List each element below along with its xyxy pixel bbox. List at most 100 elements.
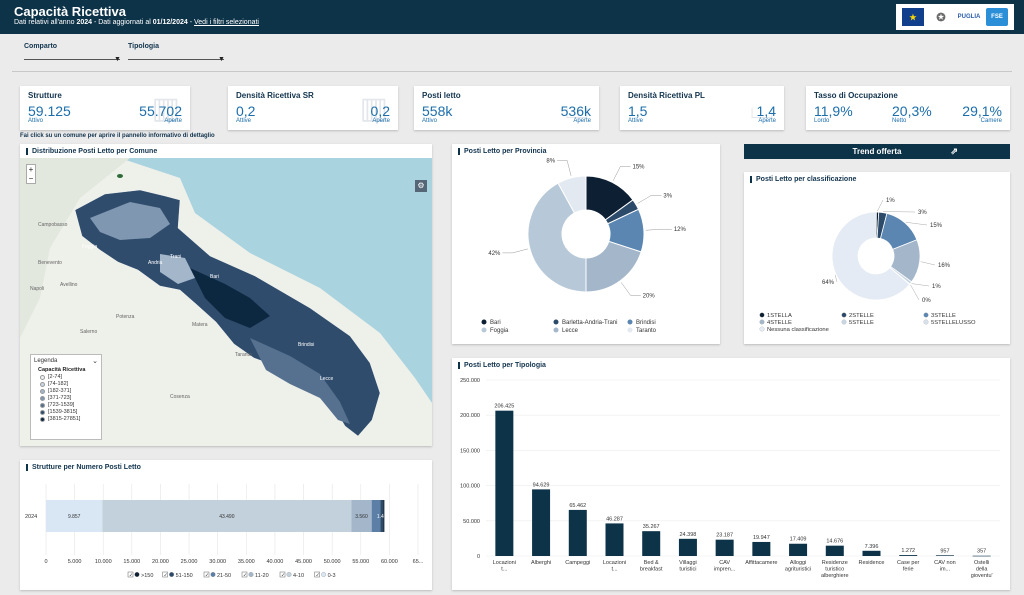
filter-bar: Comparto ▼ Tipologia ▼ (0, 34, 1024, 72)
legend-label: 51-150 (176, 573, 193, 579)
map-svg[interactable]: Campobasso Foggia Benevento Avellino Nap… (20, 158, 432, 446)
checkmark-icon: ✓ (129, 573, 133, 579)
bar-value-label: 35.267 (643, 524, 660, 530)
x-tick-label: 30.000 (209, 559, 226, 565)
legend-checkbox[interactable] (241, 571, 248, 578)
bar-segment-11-20[interactable] (351, 500, 372, 532)
legend-swatch (40, 381, 45, 387)
bar[interactable] (678, 538, 697, 556)
x-tick-label: Case per (897, 560, 919, 566)
legend-label: 11-20 (255, 573, 269, 579)
gear-icon[interactable]: ⚙ (415, 180, 427, 192)
pie-slice-nessuna-classificazione[interactable] (831, 211, 911, 301)
legend-label: >150 (141, 573, 153, 579)
filter-tipologia[interactable]: Tipologia ▼ (128, 43, 225, 63)
map-view[interactable]: Campobasso Foggia Benevento Avellino Nap… (20, 158, 432, 446)
bar[interactable] (532, 489, 551, 556)
chevron-down-icon[interactable]: ▼ (114, 56, 121, 63)
zoom-out-button[interactable]: − (28, 174, 34, 183)
strutture-panel: Strutture per Numero Posti Letto 0 5.000 1… (20, 460, 432, 590)
building-icon: ▥ (359, 92, 388, 125)
provincia-pie-chart: 15% 3% 12% 20% 42% 8% Bari Barletta-Andria-Tran… (481, 158, 687, 334)
legend-checkbox[interactable] (162, 571, 168, 578)
bar-value-label: 14.676 (826, 539, 843, 545)
trend-label: Trend offerta (852, 147, 902, 156)
zoom-control: + − (26, 164, 36, 184)
legend-label: [371-723] (48, 395, 72, 401)
bar[interactable] (825, 545, 844, 556)
kpi-value: 29,1% (962, 103, 1002, 119)
bar[interactable] (899, 555, 918, 556)
bar[interactable] (862, 550, 881, 556)
kpi-value: 1,5 (628, 103, 648, 119)
x-tick-label: Residence (859, 560, 885, 566)
bar-segment-51-150[interactable] (380, 500, 384, 532)
chevron-down-icon[interactable]: ⌄ (92, 358, 98, 365)
legend-swatch (923, 319, 929, 325)
filter-comparto[interactable]: Comparto ▼ (24, 43, 121, 63)
province-bari-area[interactable] (190, 268, 270, 328)
puglia-logo: PUGLIA (957, 14, 981, 20)
x-tick-label: 50.000 (324, 559, 341, 565)
bar[interactable] (495, 410, 514, 556)
province-foggia-area[interactable] (90, 202, 170, 240)
filters-link[interactable]: Vedi i filtri selezionati (194, 19, 259, 26)
chevron-down-icon[interactable]: ▼ (218, 56, 225, 63)
bar[interactable] (715, 539, 734, 556)
legend-checkbox[interactable] (203, 571, 210, 578)
bar-segment-0-3[interactable] (46, 500, 103, 532)
y-tick-label: 100.000 (460, 484, 480, 490)
bar[interactable] (568, 509, 587, 556)
kpi-label: Aperte (164, 118, 182, 124)
bar-value-label: 65.462 (569, 503, 586, 509)
zoom-in-button[interactable]: + (28, 165, 34, 174)
bar-segment-21-50[interactable] (371, 500, 381, 532)
bar[interactable] (752, 541, 771, 556)
pie-leader-line (621, 282, 641, 296)
bar[interactable] (642, 531, 661, 556)
place-label: Cosenza (170, 394, 190, 400)
pie-slice-foggia[interactable] (527, 182, 587, 293)
kpi-label: Aperte (372, 118, 390, 124)
bar-value-label: 3.560 (355, 514, 368, 520)
legend-item: [723-1539] (40, 402, 98, 408)
x-tick-label: 15.000 (123, 559, 140, 565)
legend-label: 1STELLA (767, 313, 792, 319)
pie-leader-line (910, 284, 920, 301)
legend-checkbox[interactable] (314, 571, 320, 578)
trend-offerta-button[interactable]: Trend offerta ⇗ (744, 144, 1010, 159)
pie-slice-taranto[interactable] (557, 175, 587, 214)
bar[interactable] (789, 543, 808, 556)
filter-comparto-label: Comparto (24, 43, 58, 50)
tipologia-bar-chart: 250.000 200.000 150.000 100.000 50.000 0 206.4… (460, 378, 1000, 579)
bar-segment-4-10[interactable] (102, 500, 352, 532)
legend-checkbox[interactable] (279, 571, 286, 578)
legend-label: [723-1539] (48, 402, 75, 408)
checkmark-icon: ✓ (281, 573, 285, 579)
y-tick-label: 200.000 (460, 413, 480, 419)
x-tick-label: 0 (44, 559, 47, 565)
bar-value-label: 24.398 (680, 532, 697, 538)
panel-title: Posti Letto per Provincia (458, 148, 546, 155)
bar[interactable] (935, 555, 954, 556)
x-tick-label: Campeggi (565, 560, 590, 566)
x-tick-label: 55.000 (352, 559, 369, 565)
kpi-value: 536k (560, 103, 591, 119)
legend-swatch (286, 572, 292, 577)
legend-checkbox[interactable] (127, 571, 134, 578)
legend-swatch (627, 319, 633, 325)
legend-label: 21-50 (217, 573, 231, 579)
bar[interactable] (972, 555, 991, 557)
province-bat-area[interactable] (160, 254, 195, 284)
divider (12, 71, 1012, 72)
bar-segment--150[interactable] (383, 500, 385, 532)
bar-value-label: 357 (977, 549, 986, 555)
legend-header: Legenda ⌄ (34, 358, 98, 365)
bar[interactable] (605, 523, 624, 556)
place-label: Andria (148, 260, 163, 266)
pie-slice-lecce[interactable] (585, 240, 642, 293)
x-tick-label: t... (611, 567, 618, 573)
pie-leader-line (920, 261, 936, 266)
province-lecce-area[interactable] (250, 338, 350, 424)
place-label: Avellino (60, 282, 78, 288)
